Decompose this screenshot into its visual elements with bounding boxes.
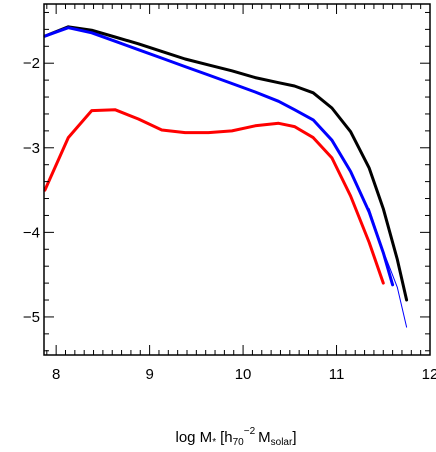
x-tick-label: 9 <box>145 366 153 383</box>
plot-frame <box>43 3 431 356</box>
x-axis-label-quantity-subscript: * <box>212 437 216 447</box>
y-tick-label: −3 <box>23 140 40 157</box>
series-layer <box>43 25 409 328</box>
x-tick-label: 11 <box>329 366 345 383</box>
series-line-0 <box>43 25 409 302</box>
y-tick-label: −2 <box>23 55 40 72</box>
y-tick-label: −4 <box>23 224 40 241</box>
x-axis-label-unit-h-subscript: 70 <box>233 437 245 447</box>
series-line-3 <box>43 108 385 285</box>
x-tick-label: 10 <box>235 366 252 383</box>
axes-layer: 8 9 10 11 12 −5 −4 −3 −2 <box>23 3 436 383</box>
x-axis-label-unit-mass-subscript: solar <box>271 437 293 447</box>
x-axis-label-unit-h-exponent: −2 <box>244 426 256 437</box>
x-axis-label-unit-mass: M <box>258 429 271 446</box>
series-line-1 <box>43 26 395 287</box>
series-line-2 <box>368 208 408 328</box>
x-tick-label: 12 <box>422 366 436 383</box>
x-tick-label: 8 <box>52 366 60 383</box>
x-axis-label: log M* [h70−2 Msolar] <box>176 426 297 447</box>
x-axis-label-unit-close: ] <box>292 429 296 446</box>
x-axis-label-unit-open: [h <box>220 429 233 446</box>
y-tick-label: −5 <box>23 309 40 326</box>
x-axis-label-quantity: log M <box>176 429 213 446</box>
